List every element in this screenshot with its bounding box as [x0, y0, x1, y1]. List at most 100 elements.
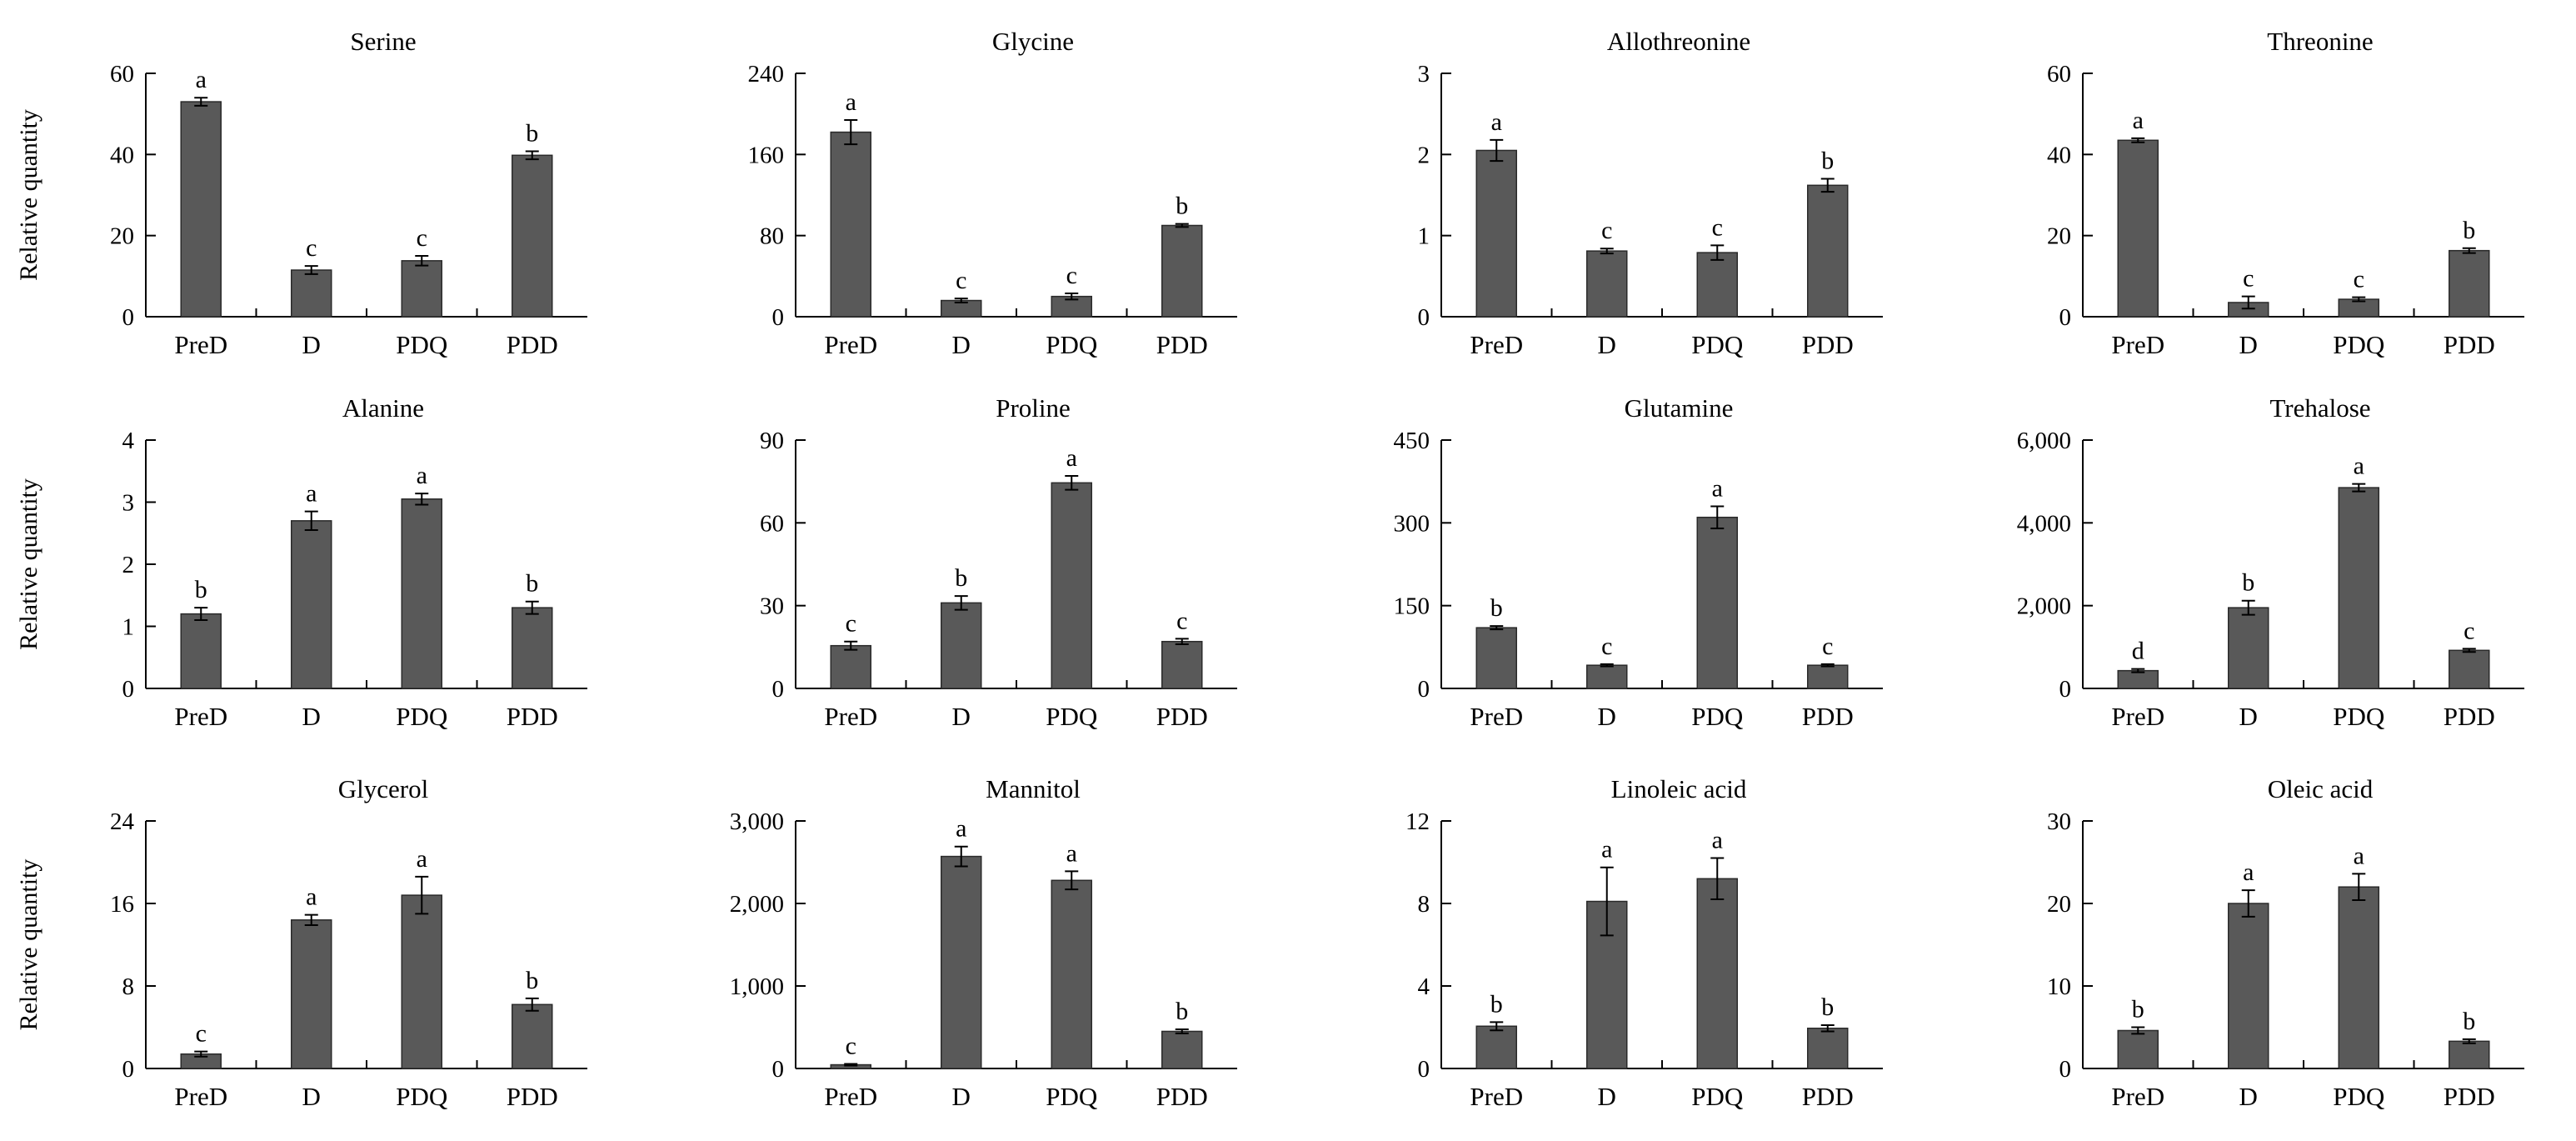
panel-5-category-label: PDQ — [1046, 702, 1097, 731]
panel-11-letter-PDQ: a — [2354, 842, 2364, 869]
panel-5-bar-PDQ — [1051, 482, 1092, 689]
panel-4-letter-PreD: b — [195, 576, 207, 603]
panel-3-bar-PreD — [2117, 139, 2159, 318]
panel-10-y-tick-label: 0 — [1418, 1056, 1430, 1083]
panel-3-category-label: PDD — [2444, 330, 2495, 359]
panel-11-y-tick-label: 20 — [2047, 891, 2071, 918]
panel-8-category-label: PDD — [507, 1082, 558, 1111]
panel-6-y-tick-label: 0 — [1418, 676, 1430, 703]
panel-10-bar-PDQ — [1696, 878, 1738, 1069]
panel-4-letter-PDQ: a — [417, 462, 427, 489]
panel-6-letter-PreD: b — [1490, 594, 1503, 622]
panel-3-letter-PDQ: c — [2354, 266, 2364, 293]
panel-0-category-label: PreD — [174, 330, 227, 359]
panel-8-bar-PDQ — [401, 894, 442, 1069]
panel-8-letter-PreD: c — [196, 1020, 207, 1048]
panel-10-letter-PDQ: a — [1712, 827, 1723, 854]
panel-0-category-label: D — [302, 330, 321, 359]
panel-3-y-tick-label: 20 — [2047, 223, 2071, 250]
panel-9-category-label: PreD — [824, 1082, 877, 1111]
panel-8-category-label: PreD — [174, 1082, 227, 1111]
panel-7-category-label: PreD — [2111, 702, 2164, 731]
panel-5-title: Proline — [996, 393, 1071, 423]
panel-7-bar-PDQ — [2338, 487, 2379, 689]
panel-8-bar-D — [291, 919, 332, 1069]
panel-11-bar-PreD — [2117, 1029, 2159, 1069]
panel-4-category-label: D — [302, 702, 321, 731]
panel-7-category-label: PDQ — [2333, 702, 2384, 731]
panel-8-letter-PDD: b — [526, 967, 538, 994]
panel-9-letter-D: a — [956, 815, 966, 843]
panel-8-y-axis-label: Relative quantity — [15, 859, 42, 1031]
panel-6-category-label: D — [1598, 702, 1616, 731]
panel-4-y-tick-label: 2 — [122, 552, 135, 578]
panel-7-y-tick-label: 6,000 — [2017, 428, 2071, 454]
panel-1-bar-PreD — [830, 131, 871, 318]
panel-9-bar-D — [941, 855, 982, 1069]
panel-1-y-tick-label: 0 — [772, 304, 785, 331]
panel-9-bar-PDD — [1161, 1030, 1203, 1069]
panel-11-bar-PDQ — [2338, 886, 2379, 1069]
panel-0-category-label: PDD — [507, 330, 558, 359]
panel-0-letter-PDD: b — [526, 119, 538, 147]
panel-4-bar-PDQ — [401, 498, 442, 689]
panel-10-y-tick-label: 8 — [1418, 891, 1430, 918]
panel-10-bar-PreD — [1475, 1025, 1517, 1069]
panel-0-y-tick-label: 0 — [122, 304, 135, 331]
panel-4-title: Alanine — [342, 393, 424, 423]
panel-9-y-tick-label: 2,000 — [730, 891, 784, 918]
panel-8-y-tick-label: 0 — [122, 1056, 135, 1083]
panel-5-category-label: PreD — [824, 702, 877, 731]
panel-7-letter-PDD: c — [2464, 617, 2474, 644]
panel-5-letter-PreD: c — [846, 610, 856, 638]
panel-9-y-tick-label: 3,000 — [730, 808, 784, 835]
panel-10-category-label: PDQ — [1691, 1082, 1743, 1111]
panel-8-y-tick-label: 16 — [110, 891, 134, 918]
panel-0-bar-PreD — [180, 101, 222, 318]
panel-4-y-tick-label: 0 — [122, 676, 135, 703]
panel-0-bar-PDQ — [401, 260, 442, 318]
panel-0-y-tick-label: 20 — [110, 223, 134, 250]
panel-4-y-tick-label: 1 — [122, 614, 135, 641]
panel-4-category-label: PDQ — [396, 702, 447, 731]
panel-11-letter-PreD: b — [2132, 996, 2144, 1023]
panel-2-y-tick-label: 2 — [1418, 142, 1430, 168]
panel-3-category-label: D — [2239, 330, 2258, 359]
panel-5-y-tick-label: 60 — [760, 510, 784, 537]
panel-0-letter-PDQ: c — [417, 224, 427, 252]
panel-1-letter-D: c — [956, 267, 966, 294]
panel-9-letter-PDQ: a — [1066, 839, 1077, 867]
panel-8-bar-PDD — [512, 1003, 553, 1069]
panel-4-letter-D: a — [306, 480, 317, 508]
panel-8-category-label: PDQ — [396, 1082, 447, 1111]
panel-1-category-label: D — [952, 330, 971, 359]
panel-3-y-tick-label: 60 — [2047, 61, 2071, 88]
panel-7-letter-D: b — [2242, 569, 2254, 597]
panel-6-bar-D — [1586, 664, 1628, 689]
panel-11-letter-D: a — [2243, 858, 2254, 886]
panel-10-letter-D: a — [1601, 836, 1612, 863]
panel-3-letter-D: c — [2243, 265, 2254, 293]
panel-5-y-tick-label: 0 — [772, 676, 785, 703]
panel-9-title: Mannitol — [986, 774, 1081, 803]
panel-2-bar-PDD — [1807, 184, 1849, 318]
panel-3-letter-PDD: b — [2463, 217, 2475, 244]
panel-5-bar-PDD — [1161, 640, 1203, 689]
panel-9-letter-PDD: b — [1176, 998, 1188, 1025]
panel-8-letter-PDQ: a — [417, 845, 427, 873]
panel-0-bar-D — [291, 269, 332, 318]
panel-2-letter-PDQ: c — [1712, 213, 1723, 241]
panel-4-category-label: PDD — [507, 702, 558, 731]
panel-7-category-label: PDD — [2444, 702, 2495, 731]
panel-9-bar-PDQ — [1051, 879, 1092, 1069]
panel-4-y-axis-label: Relative quantity — [15, 478, 42, 650]
panel-2-letter-PreD: a — [1491, 108, 1502, 136]
panel-9-category-label: PDQ — [1046, 1082, 1097, 1111]
panel-11-y-tick-label: 30 — [2047, 808, 2071, 835]
panel-2-y-tick-label: 3 — [1418, 61, 1430, 88]
panel-11-title: Oleic acid — [2268, 774, 2374, 803]
panel-9-y-tick-label: 0 — [772, 1056, 785, 1083]
panel-5-bar-PreD — [830, 644, 871, 689]
panel-5-category-label: PDD — [1156, 702, 1208, 731]
